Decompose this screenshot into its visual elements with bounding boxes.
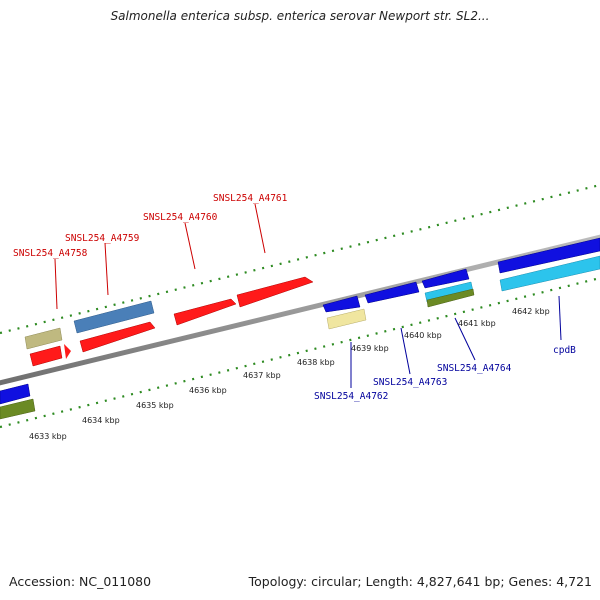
gene-blue-SNSL254_A4763[interactable] (364, 281, 420, 304)
inner-tick-track (0, 276, 600, 429)
gene-red-1[interactable] (29, 345, 63, 367)
genome-title: Salmonella enterica subsp. enterica sero… (110, 9, 490, 23)
gene-khaki-1[interactable] (24, 327, 63, 350)
genome-summary-text: Topology: circular; Length: 4,827,641 bp… (248, 574, 592, 589)
tick-label: 4638 kbp (297, 358, 335, 367)
gene-red-arrow-small[interactable] (64, 344, 71, 359)
gene-pale-1[interactable] (326, 308, 367, 330)
gene-blue-left-edge[interactable] (0, 383, 31, 405)
tick-label: 4635 kbp (136, 401, 174, 410)
gene-blue-large-1[interactable] (497, 237, 600, 274)
gene-olive-left-edge[interactable] (0, 398, 36, 420)
gene-blue-SNSL254_A4764[interactable] (421, 268, 470, 289)
tick-label: 4634 kbp (82, 416, 120, 425)
tick-label: 4640 kbp (404, 331, 442, 340)
reverse-genes (0, 237, 600, 420)
gene-label-forward[interactable]: SNSL254_A4760 (143, 212, 218, 223)
gene-label-reverse[interactable]: cpdB (553, 345, 576, 356)
tick-label: 4639 kbp (351, 344, 389, 353)
gene-cyan-cpdB[interactable] (499, 255, 600, 292)
gene-label-forward[interactable]: SNSL254_A4758 (13, 248, 88, 259)
gene-blue-SNSL254_A4762[interactable] (322, 295, 361, 313)
gene-steel-SNSL254_A4759[interactable] (73, 300, 155, 334)
gene-label-forward[interactable]: SNSL254_A4759 (65, 233, 140, 244)
accession-text: Accession: NC_011080 (9, 574, 152, 589)
kbp-tick-labels: 4633 kbp 4634 kbp 4635 kbp 4636 kbp 4637… (29, 307, 550, 441)
gene-label-reverse[interactable]: SNSL254_A4763 (373, 377, 447, 388)
tick-label: 4641 kbp (458, 319, 496, 328)
tick-label: 4633 kbp (29, 432, 67, 441)
gene-red-2[interactable] (79, 321, 156, 353)
gene-label-reverse[interactable]: SNSL254_A4764 (437, 363, 512, 374)
forward-genes (24, 276, 314, 367)
gene-red-SNSL254_A4761[interactable] (236, 276, 314, 308)
tick-label: 4636 kbp (189, 386, 227, 395)
gene-red-SNSL254_A4760[interactable] (173, 298, 237, 326)
tick-label: 4637 kbp (243, 371, 281, 380)
gene-label-reverse[interactable]: SNSL254_A4762 (314, 391, 388, 402)
gene-label-forward[interactable]: SNSL254_A4761 (213, 193, 288, 204)
outer-tick-track (0, 183, 600, 335)
gene-labels: SNSL254_A4758 SNSL254_A4759 SNSL254_A476… (13, 193, 576, 402)
tick-label: 4642 kbp (512, 307, 550, 316)
gene-olive-1[interactable] (426, 288, 475, 308)
label-leaders (54, 203, 562, 388)
